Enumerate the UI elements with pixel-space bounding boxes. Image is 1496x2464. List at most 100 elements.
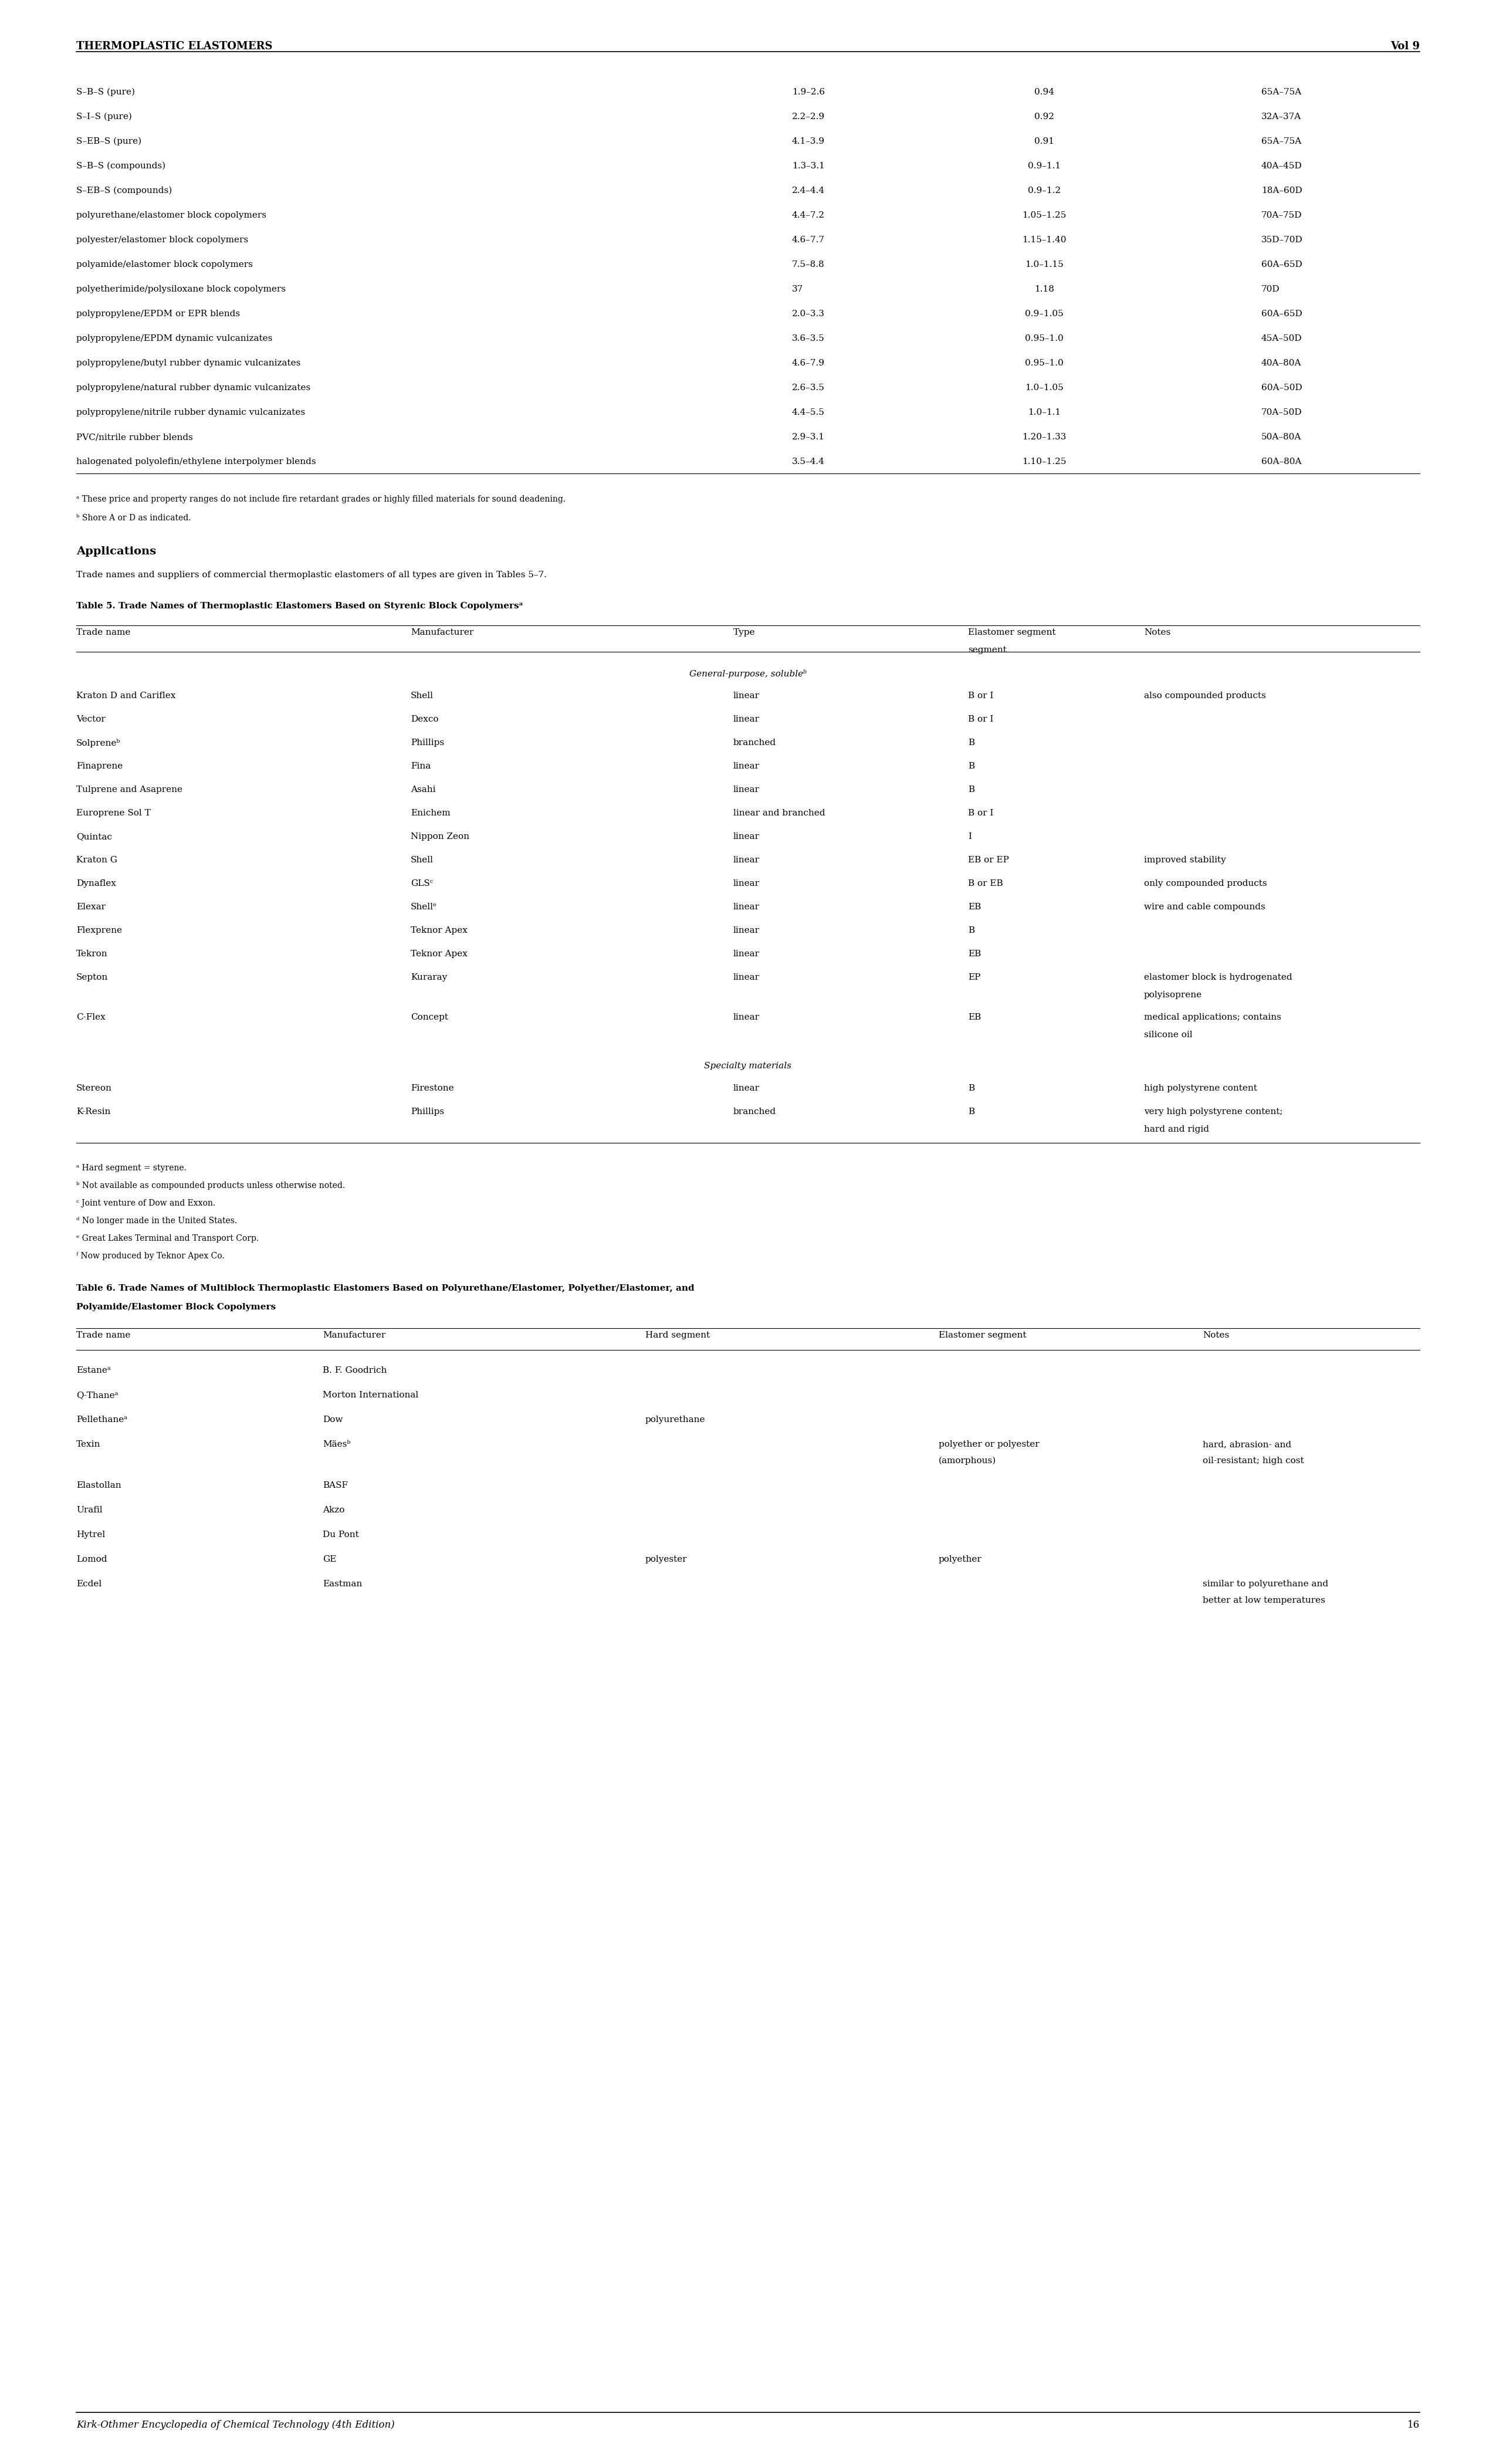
Text: elastomer block is hydrogenated: elastomer block is hydrogenated [1144, 973, 1293, 981]
Text: polyetherimide/polysiloxane block copolymers: polyetherimide/polysiloxane block copoly… [76, 286, 286, 293]
Text: Nippon Zeon: Nippon Zeon [411, 833, 470, 840]
Text: 65A–75A: 65A–75A [1261, 89, 1302, 96]
Text: Flexprene: Flexprene [76, 926, 123, 934]
Text: polyurethane/elastomer block copolymers: polyurethane/elastomer block copolymers [76, 212, 266, 219]
Text: polyamide/elastomer block copolymers: polyamide/elastomer block copolymers [76, 261, 253, 269]
Text: wire and cable compounds: wire and cable compounds [1144, 902, 1266, 912]
Text: 1.18: 1.18 [1034, 286, 1055, 293]
Text: (amorphous): (amorphous) [938, 1456, 996, 1466]
Text: Tekron: Tekron [76, 949, 108, 958]
Text: S–B–S (compounds): S–B–S (compounds) [76, 163, 166, 170]
Text: 35D–70D: 35D–70D [1261, 237, 1303, 244]
Text: Hytrel: Hytrel [76, 1530, 105, 1540]
Text: S–EB–S (compounds): S–EB–S (compounds) [76, 187, 172, 195]
Text: B or EB: B or EB [968, 880, 1002, 887]
Text: B: B [968, 761, 974, 771]
Text: ᵇ Shore A or D as indicated.: ᵇ Shore A or D as indicated. [76, 515, 191, 522]
Text: 4.4–5.5: 4.4–5.5 [791, 409, 824, 416]
Text: linear: linear [733, 880, 760, 887]
Text: Lomod: Lomod [76, 1555, 108, 1565]
Text: 60A–80A: 60A–80A [1261, 458, 1302, 466]
Text: 4.6–7.9: 4.6–7.9 [791, 360, 824, 367]
Text: S–EB–S (pure): S–EB–S (pure) [76, 138, 142, 145]
Text: 2.2–2.9: 2.2–2.9 [791, 113, 824, 121]
Text: 0.9–1.05: 0.9–1.05 [1025, 310, 1064, 318]
Text: 60A–65D: 60A–65D [1261, 310, 1302, 318]
Text: Dexco: Dexco [411, 715, 438, 724]
Text: linear: linear [733, 786, 760, 793]
Text: Notes: Notes [1144, 628, 1170, 636]
Text: EP: EP [968, 973, 980, 981]
Text: polypropylene/EPDM dynamic vulcanizates: polypropylene/EPDM dynamic vulcanizates [76, 335, 272, 342]
Text: Mäesᵇ: Mäesᵇ [323, 1441, 350, 1449]
Text: I: I [968, 833, 971, 840]
Text: 60A–65D: 60A–65D [1261, 261, 1302, 269]
Text: THERMOPLASTIC ELASTOMERS: THERMOPLASTIC ELASTOMERS [76, 42, 272, 52]
Text: Concept: Concept [411, 1013, 449, 1023]
Text: polyurethane: polyurethane [645, 1417, 706, 1424]
Text: 4.6–7.7: 4.6–7.7 [791, 237, 824, 244]
Text: Fina: Fina [411, 761, 431, 771]
Text: Teknor Apex: Teknor Apex [411, 926, 467, 934]
Text: C-Flex: C-Flex [76, 1013, 105, 1023]
Text: linear: linear [733, 1084, 760, 1092]
Text: Manufacturer: Manufacturer [323, 1331, 386, 1340]
Text: Quintac: Quintac [76, 833, 112, 840]
Text: ᵇ Not available as compounded products unless otherwise noted.: ᵇ Not available as compounded products u… [76, 1183, 346, 1190]
Text: Kraton D and Cariflex: Kraton D and Cariflex [76, 692, 175, 700]
Text: 70A–50D: 70A–50D [1261, 409, 1302, 416]
Text: polyether: polyether [938, 1555, 981, 1565]
Text: improved stability: improved stability [1144, 855, 1227, 865]
Text: 1.3–3.1: 1.3–3.1 [791, 163, 824, 170]
Text: 65A–75A: 65A–75A [1261, 138, 1302, 145]
Text: ᶜ Joint venture of Dow and Exxon.: ᶜ Joint venture of Dow and Exxon. [76, 1200, 215, 1207]
Text: Teknor Apex: Teknor Apex [411, 949, 467, 958]
Text: EB or EP: EB or EP [968, 855, 1008, 865]
Text: Stereon: Stereon [76, 1084, 112, 1092]
Text: 0.92: 0.92 [1034, 113, 1055, 121]
Text: B: B [968, 786, 974, 793]
Text: 70A–75D: 70A–75D [1261, 212, 1302, 219]
Text: 50A–80A: 50A–80A [1261, 434, 1302, 441]
Text: Polyamide/Elastomer Block Copolymers: Polyamide/Elastomer Block Copolymers [76, 1303, 275, 1311]
Text: 2.6–3.5: 2.6–3.5 [791, 384, 824, 392]
Text: 0.95–1.0: 0.95–1.0 [1025, 335, 1064, 342]
Text: Elastomer segment: Elastomer segment [938, 1331, 1026, 1340]
Text: Shellᵉ: Shellᵉ [411, 902, 437, 912]
Text: branched: branched [733, 1109, 776, 1116]
Text: branched: branched [733, 739, 776, 747]
Text: 0.94: 0.94 [1034, 89, 1055, 96]
Text: linear: linear [733, 902, 760, 912]
Text: 1.15–1.40: 1.15–1.40 [1022, 237, 1067, 244]
Text: B or I: B or I [968, 715, 993, 724]
Text: Septon: Septon [76, 973, 108, 981]
Text: 4.4–7.2: 4.4–7.2 [791, 212, 824, 219]
Text: BASF: BASF [323, 1481, 349, 1491]
Text: Tulprene and Asaprene: Tulprene and Asaprene [76, 786, 183, 793]
Text: Trade name: Trade name [76, 1331, 130, 1340]
Text: linear: linear [733, 949, 760, 958]
Text: B: B [968, 926, 974, 934]
Text: 16: 16 [1408, 2420, 1420, 2430]
Text: Vector: Vector [76, 715, 105, 724]
Text: 1.0–1.15: 1.0–1.15 [1025, 261, 1064, 269]
Text: Enichem: Enichem [411, 808, 450, 818]
Text: Dynaflex: Dynaflex [76, 880, 117, 887]
Text: B: B [968, 1084, 974, 1092]
Text: 1.10–1.25: 1.10–1.25 [1022, 458, 1067, 466]
Text: Ecdel: Ecdel [76, 1579, 102, 1589]
Text: polypropylene/EPDM or EPR blends: polypropylene/EPDM or EPR blends [76, 310, 239, 318]
Text: silicone oil: silicone oil [1144, 1030, 1192, 1040]
Text: polyisoprene: polyisoprene [1144, 991, 1203, 998]
Text: Du Pont: Du Pont [323, 1530, 359, 1540]
Text: 0.9–1.2: 0.9–1.2 [1028, 187, 1061, 195]
Text: 2.0–3.3: 2.0–3.3 [791, 310, 824, 318]
Text: 4.1–3.9: 4.1–3.9 [791, 138, 824, 145]
Text: General-purpose, solubleᵇ: General-purpose, solubleᵇ [690, 670, 806, 678]
Text: B or I: B or I [968, 692, 993, 700]
Text: only compounded products: only compounded products [1144, 880, 1267, 887]
Text: 70D: 70D [1261, 286, 1281, 293]
Text: 37: 37 [791, 286, 803, 293]
Text: 45A–50D: 45A–50D [1261, 335, 1302, 342]
Text: Elastollan: Elastollan [76, 1481, 121, 1491]
